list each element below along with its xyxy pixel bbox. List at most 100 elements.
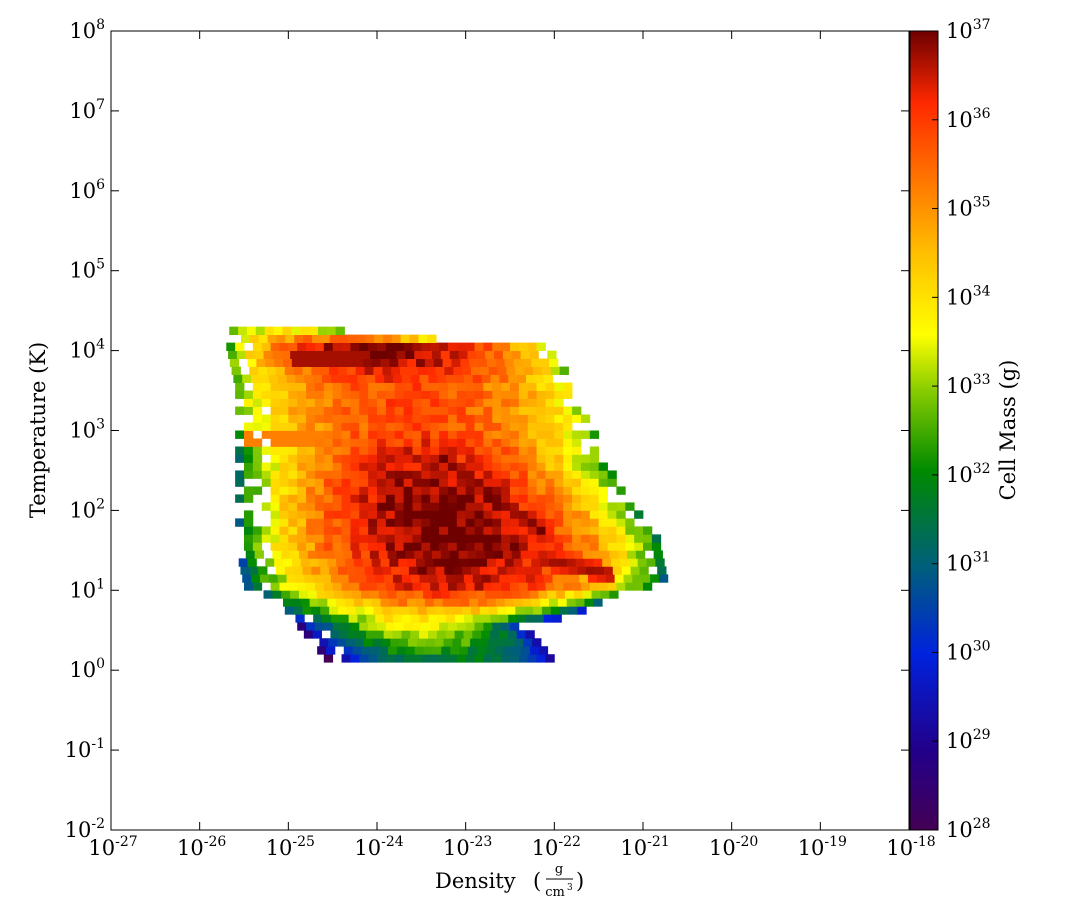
heatmap-cell [430,390,440,399]
x-tick-label: 10-20 [709,834,758,860]
heatmap-cell [456,422,467,431]
heatmap-cell [419,374,429,383]
heatmap-cell [456,470,467,479]
heatmap-cell [479,366,490,375]
heatmap-cell [545,406,555,415]
heatmap-cell [598,486,608,495]
heatmap-cell [281,550,291,559]
heatmap-cell [275,366,286,375]
heatmap-cell [474,390,484,399]
heatmap-cell [377,502,387,511]
heatmap-cell [293,566,303,575]
heatmap-cell [272,550,282,559]
heatmap-cell [527,518,537,527]
heatmap-cell [343,350,353,359]
heatmap-cell [261,342,271,351]
heatmap-cell [332,486,342,495]
heatmap-cell [412,406,422,415]
heatmap-cell [442,598,452,607]
heatmap-cell [643,582,653,591]
heatmap-cell [536,406,546,415]
heatmap-cell [421,526,431,535]
heatmap-cell [556,550,566,559]
heatmap-cell [568,566,578,575]
heatmap-cell [430,502,440,511]
heatmap-cell [419,614,429,623]
heatmap-cell [492,526,502,535]
heatmap-cell [566,558,577,567]
heatmap-cell [332,622,342,631]
heatmap-cell [282,326,292,336]
heatmap-cell [634,582,644,591]
heatmap-cell [261,478,271,487]
heatmap-cell [435,366,445,375]
heatmap-cell [323,542,334,551]
heatmap-cell [486,558,497,567]
heatmap-cell [501,342,511,351]
heatmap-cell [536,518,546,527]
heatmap-cell [621,566,631,575]
heatmap-cell [572,510,582,519]
heatmap-cell [252,446,263,455]
heatmap-cell [501,438,511,447]
heatmap-cell [536,470,546,479]
heatmap-cell [314,622,325,631]
heatmap-cell [297,342,307,351]
heatmap-cell [387,590,397,599]
heatmap-cell [474,478,484,487]
heatmap-cell [270,342,280,351]
heatmap-cell [285,334,295,344]
heatmap-cell [554,510,564,519]
heatmap-cell [439,582,449,591]
heatmap-cell [359,382,369,391]
heatmap-cell [554,486,564,495]
heatmap-cell [345,598,355,607]
heatmap-cell [388,646,398,655]
heatmap-cell [366,614,376,623]
heatmap-cell [563,414,573,423]
heatmap-cell [545,446,555,455]
heatmap-cell [368,342,378,351]
heatmap-cell [359,446,369,455]
heatmap-cell [487,638,498,647]
heatmap-cell [518,414,529,423]
heatmap-cell [306,582,316,591]
y-tick-label: 10-1 [65,736,105,762]
heatmap-cell [439,462,449,471]
heatmap-cell [414,646,424,655]
heatmap-cell [609,550,619,559]
heatmap-cell [616,518,626,527]
heatmap-cell [439,622,449,631]
heatmap-cell [474,542,484,551]
heatmap-cell [657,566,667,575]
heatmap-cell [412,470,422,479]
heatmap-cell [563,382,573,391]
heatmap-cell [368,534,378,543]
heatmap-cell [417,606,428,615]
heatmap-cell [503,646,513,655]
heatmap-cell [306,446,316,455]
heatmap-cell [359,486,369,495]
heatmap-cell [244,406,254,415]
heatmap-cell [513,558,523,567]
heatmap-cell [510,534,520,543]
heatmap-cell [231,366,241,375]
heatmap-cell [421,454,431,463]
heatmap-cell [244,494,254,503]
heatmap-cell [589,494,600,503]
heatmap-cell [252,398,263,407]
heatmap-cell [307,550,318,559]
heatmap-cell [270,438,280,447]
heatmap-cell [541,606,552,615]
heatmap-cell [598,494,608,503]
heatmap-cell [368,622,378,631]
heatmap-cell [439,454,449,463]
heatmap-cell [430,478,440,487]
heatmap-cell [371,598,381,607]
heatmap-cell [270,446,280,455]
heatmap-cell [510,454,520,463]
heatmap-cell [465,478,475,487]
svg-text:g: g [555,862,563,877]
heatmap-cell [279,454,289,463]
